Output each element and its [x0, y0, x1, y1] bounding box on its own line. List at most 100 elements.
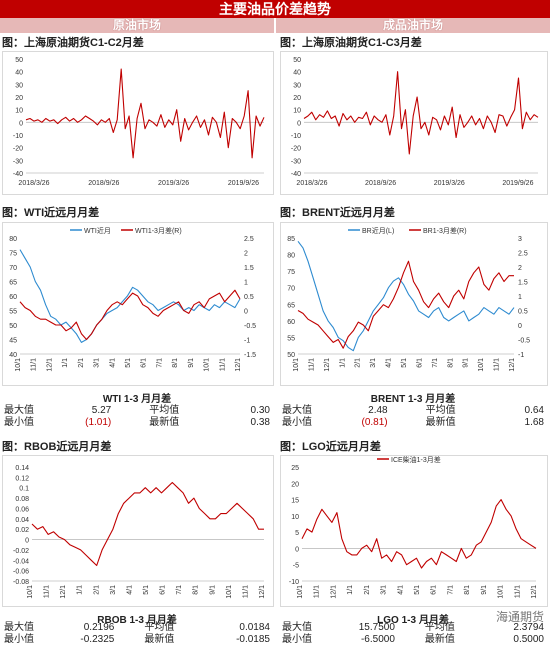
wti-max-label: 最大值: [4, 405, 34, 416]
sc12-series-1-line: [25, 68, 265, 159]
products-market-header: 成品油市场: [276, 18, 550, 33]
panel-title-rbob: 图：RBOB近远月月差: [2, 441, 112, 453]
wti-y-tick: 55: [9, 309, 17, 316]
rbob-max: 0.2196: [83, 622, 115, 633]
wti-avg-label: 平均值: [149, 405, 180, 416]
sc13-y-tick: -10: [291, 133, 301, 140]
brent-x-tick: 7/1: [432, 358, 439, 368]
lgo-min-label: 最小值: [282, 634, 312, 645]
sc13-x-tick: 2018/3/26: [296, 180, 327, 187]
lgo-x-tick: 4/1: [397, 585, 404, 595]
wti-y2-tick: 0.5: [244, 294, 254, 301]
brent-y2-tick: 1.5: [518, 280, 528, 287]
sc12-y-tick: 20: [15, 95, 23, 102]
rbob-y-tick: -0.08: [13, 579, 29, 586]
sc12-y-tick: -20: [13, 146, 23, 153]
wti-y2-tick: 2: [244, 251, 248, 258]
wti-x-tick: 8/1: [172, 358, 179, 368]
brent-x-tick: 2/1: [355, 358, 362, 368]
panel-brent: [280, 222, 548, 386]
brent-y-tick: 60: [287, 319, 295, 326]
lgo-stats-title: LGO 1-3 月月差: [377, 615, 449, 626]
rbob-y-tick: -0.04: [13, 558, 29, 565]
rbob-x-tick: 5/1: [143, 585, 150, 595]
panel-sc13: [280, 51, 548, 195]
wti-y-tick: 50: [9, 323, 17, 330]
brent-y-tick: 70: [287, 286, 295, 293]
wti-y-tick: 65: [9, 280, 17, 287]
chart-wti: 40 45 50 55 60 65 70 75 80 -1.5 -1 -0.5 0 0.5 1 1.5 2 2.5…: [9, 226, 256, 372]
lgo-avg: 2.3794: [513, 622, 544, 633]
panel-title-sc13: 图：上海原油期货C1-C3月差: [280, 37, 422, 49]
panel-title-lgo: 图：LGO近远月月差: [280, 441, 381, 453]
wti-y2-tick: 2.5: [244, 236, 254, 243]
crude-market-header: 原油市场: [0, 18, 274, 33]
chart-rbob: -0.08 -0.06 -0.04 -0.02 0 0.02 0.04 0.06 0.08 0.1…: [13, 465, 266, 599]
brent-stats-title: BRENT 1-3 月月差: [370, 394, 456, 405]
lgo-new-label: 最新值: [424, 634, 455, 645]
lgo-max: 15.7500: [358, 622, 395, 633]
rbob-stats-table: 最大值 0.2196 平均值 0.0184 最小值 -0.2325 最新值 -0.0185: [2, 622, 272, 646]
sc13-y-tick: 30: [293, 82, 301, 89]
brent-x-tick: 6/1: [416, 358, 423, 368]
rbob-new: -0.0185: [236, 634, 270, 645]
wti-x-tick: 9/1: [188, 358, 195, 368]
brent-series-1-line: [297, 240, 515, 352]
sc13-x-tick: 2019/3/26: [434, 180, 465, 187]
wti-y-tick: 80: [9, 236, 17, 243]
lgo-y-tick: 15: [291, 498, 299, 505]
rbob-x-tick: 12/1: [259, 585, 266, 599]
sc12-x-tick: 2019/3/26: [158, 180, 189, 187]
brent-y2-tick: 2: [518, 265, 522, 272]
sc12-x-tick: 2018/3/26: [18, 180, 49, 187]
brent-avg: 0.64: [524, 405, 544, 416]
brent-max: 2.48: [368, 405, 388, 416]
lgo-x-tick: 10/1: [498, 585, 505, 599]
brent-x-tick: 11/1: [494, 358, 501, 371]
lgo-max-label: 最大值: [282, 622, 312, 633]
chart-brent: 50 55 60 65 70 75 80 85 -1 -0.5 0 0.5 1 1.5 2 2.5 3 10/1 1…: [287, 226, 530, 372]
wti-x-tick: 11/1: [31, 358, 38, 371]
sc12-x-tick: 2018/9/26: [88, 180, 119, 187]
brent-avg-label: 平均值: [425, 405, 456, 416]
lgo-new: 0.5000: [513, 634, 544, 645]
brent-max-label: 最大值: [282, 405, 312, 416]
brent-y-tick: 80: [287, 253, 295, 260]
brent-y-tick: 75: [287, 269, 295, 276]
brent-y2-tick: 3: [518, 236, 522, 243]
lgo-x-tick: 9/1: [481, 585, 488, 595]
rbob-y-tick: -0.06: [13, 569, 29, 576]
brent-legend-label-2: BR1-3月差(R): [423, 226, 467, 235]
lgo-x-tick: 12/1: [330, 585, 337, 599]
lgo-y-tick: 5: [295, 530, 299, 537]
sc13-y-tick: 0: [297, 120, 301, 127]
wti-y2-tick: -1: [244, 338, 250, 345]
wti-stats-table: 最大值 5.27 平均值 0.30 最小值 (1.01) 最新值 0.38: [2, 405, 272, 429]
wti-avg: 0.30: [250, 405, 270, 416]
panel-sc12: [2, 51, 274, 195]
rbob-x-tick: 4/1: [126, 585, 133, 595]
brent-legend-label-1: BR近月(L): [362, 226, 394, 235]
lgo-series-1-line: [301, 499, 537, 569]
wti-y-tick: 40: [9, 352, 17, 359]
sc12-y-tick: -30: [13, 158, 23, 165]
wti-x-tick: 10/1: [204, 358, 211, 372]
rbob-new-label: 最新值: [144, 634, 175, 645]
sc13-series-1-line: [303, 71, 539, 155]
brent-series-2-line: [297, 260, 514, 349]
wti-y-tick: 70: [9, 265, 17, 272]
wti-x-tick: 1/1: [62, 358, 69, 368]
wti-y2-tick: 1: [244, 280, 248, 287]
wti-stats-title: WTI 1-3 月月差: [102, 394, 172, 405]
wti-new: 0.38: [250, 417, 270, 428]
brent-x-tick: 12/1: [324, 358, 331, 372]
rbob-y-tick: 0: [25, 538, 29, 545]
chart-lgo: -10 -5 0 5 10 15 20 25 10/1 11/1 12/1 1/1 2/1 3/1 4/1 5…: [289, 455, 538, 599]
sc12-y-tick: -10: [13, 133, 23, 140]
sc12-x-tick: 2019/9/26: [228, 180, 259, 187]
brent-x-tick: 10/1: [478, 358, 485, 372]
rbob-y-tick: 0.04: [15, 517, 29, 524]
lgo-y-tick: 20: [291, 481, 299, 488]
wti-x-tick: 6/1: [141, 358, 148, 368]
rbob-x-tick: 10/1: [27, 585, 34, 599]
